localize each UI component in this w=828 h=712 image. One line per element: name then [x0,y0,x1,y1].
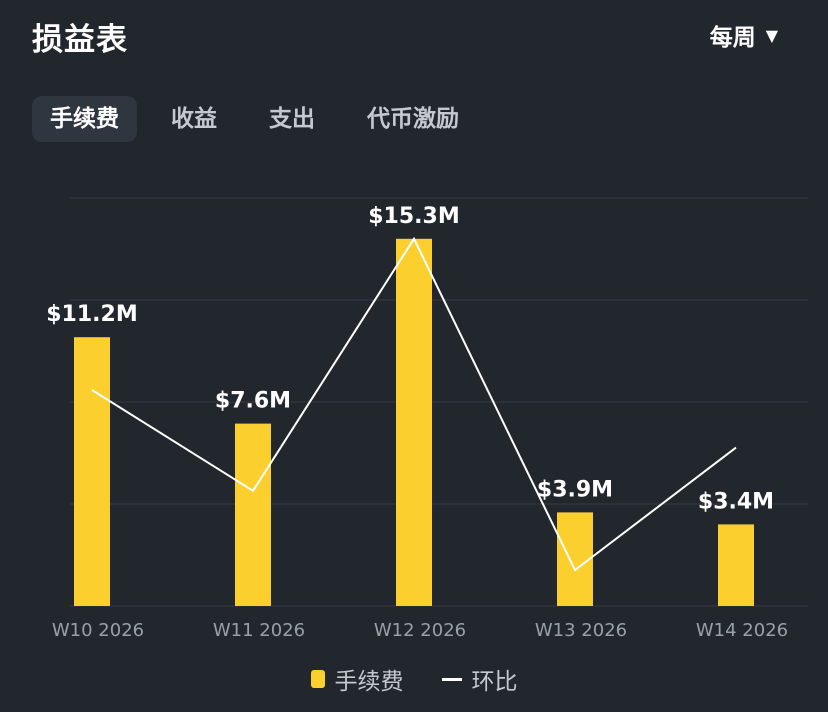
caret-down-icon: ▼ [765,25,778,45]
bar-2 [235,423,271,606]
page-title: 损益表 [32,22,128,58]
x-tick-label: W14 2026 [696,620,788,641]
bar-3 [396,238,432,607]
x-tick-label: W13 2026 [535,620,627,641]
tab-revenue[interactable]: 收益 [171,106,217,132]
period-label: 每周 [709,25,756,51]
legend-label-mom: 环比 [471,669,518,695]
legend-item-fees[interactable]: 手续费 [310,662,404,696]
data-label-2: $7.6M [215,389,291,414]
data-label-3: $15.3M [368,204,459,229]
period-selector[interactable]: 每周 ▼ [710,18,778,52]
legend-line-swatch [441,677,462,681]
chart-legend: 手续费 环比 [0,662,828,696]
legend-item-mom[interactable]: 环比 [441,662,518,696]
data-label-5: $3.4M [698,489,774,514]
tab-fees[interactable]: 手续费 [32,96,137,142]
x-tick-label: W12 2026 [374,620,466,641]
x-tick-label: W11 2026 [213,620,305,641]
data-label-4: $3.9M [537,477,613,502]
tab-expenses[interactable]: 支出 [269,106,315,132]
bar-5 [718,524,754,606]
data-label-1: $11.2M [46,302,137,327]
bar-1 [74,337,110,606]
legend-bar-swatch [310,670,325,688]
tab-token-incentives[interactable]: 代币激励 [367,106,459,132]
mom-line [91,236,737,572]
bar-4 [557,512,593,606]
tab-bar: 手续费 收益 支出 代币激励 [32,96,493,142]
legend-label-fees: 手续费 [334,669,404,695]
x-tick-label: W10 2026 [52,620,144,641]
